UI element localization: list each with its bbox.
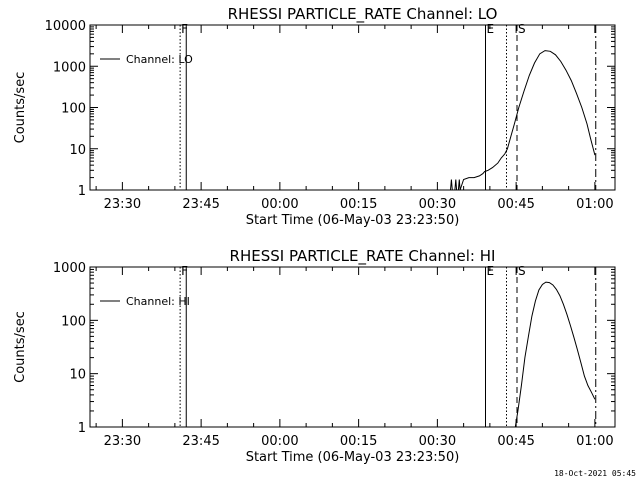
y-axis-label: Counts/sec xyxy=(13,311,28,383)
x-tick-label: 00:30 xyxy=(419,434,456,449)
x-tick-label: 23:45 xyxy=(182,434,219,449)
plot-frame xyxy=(89,24,616,191)
series-line xyxy=(514,281,596,428)
chart-title: RHESSI PARTICLE_RATE Channel: HI xyxy=(230,247,496,266)
y-tick-label: 10 xyxy=(69,368,86,383)
x-tick-label: 00:45 xyxy=(497,197,534,212)
x-tick-label: 00:00 xyxy=(261,197,298,212)
y-tick-label: 1 xyxy=(78,421,86,436)
y-tick-label: 10000 xyxy=(45,19,86,34)
x-axis-label: Start Time (06-May-03 23:23:50) xyxy=(246,213,460,228)
x-tick-label: 00:00 xyxy=(261,434,298,449)
y-tick-label: 100 xyxy=(61,314,86,329)
event-marker-label: S xyxy=(518,264,526,278)
x-tick-label: 00:45 xyxy=(497,434,534,449)
x-tick-label: 23:30 xyxy=(104,197,141,212)
y-axis-label: Counts/sec xyxy=(13,72,28,144)
x-tick-label: 23:30 xyxy=(104,434,141,449)
plot-frame xyxy=(89,266,616,428)
y-tick-label: 100 xyxy=(61,102,86,117)
x-tick-label: 00:15 xyxy=(340,197,377,212)
y-tick-label: 10 xyxy=(69,143,86,158)
event-marker-label: S xyxy=(518,22,526,36)
legend-entry: Channel: HI xyxy=(126,295,190,308)
x-tick-label: 00:15 xyxy=(340,434,377,449)
x-tick-label: 23:45 xyxy=(182,197,219,212)
y-tick-label: 1 xyxy=(78,184,86,199)
y-tick-label: 1000 xyxy=(53,60,86,75)
event-marker-label: F xyxy=(181,22,188,36)
legend-entry: Channel: LO xyxy=(126,53,193,66)
event-marker-label: E xyxy=(487,22,495,36)
chart-title: RHESSI PARTICLE_RATE Channel: LO xyxy=(228,5,498,24)
x-tick-label: 00:30 xyxy=(419,197,456,212)
series-line xyxy=(450,50,596,191)
event-marker-label: F xyxy=(181,264,188,278)
x-tick-label: 01:00 xyxy=(576,197,613,212)
event-marker-label: E xyxy=(487,264,495,278)
y-tick-label: 1000 xyxy=(53,261,86,276)
footer-timestamp: 18-Oct-2021 05:45 xyxy=(554,469,636,478)
x-axis-label: Start Time (06-May-03 23:23:50) xyxy=(246,450,460,465)
x-tick-label: 01:00 xyxy=(576,434,613,449)
